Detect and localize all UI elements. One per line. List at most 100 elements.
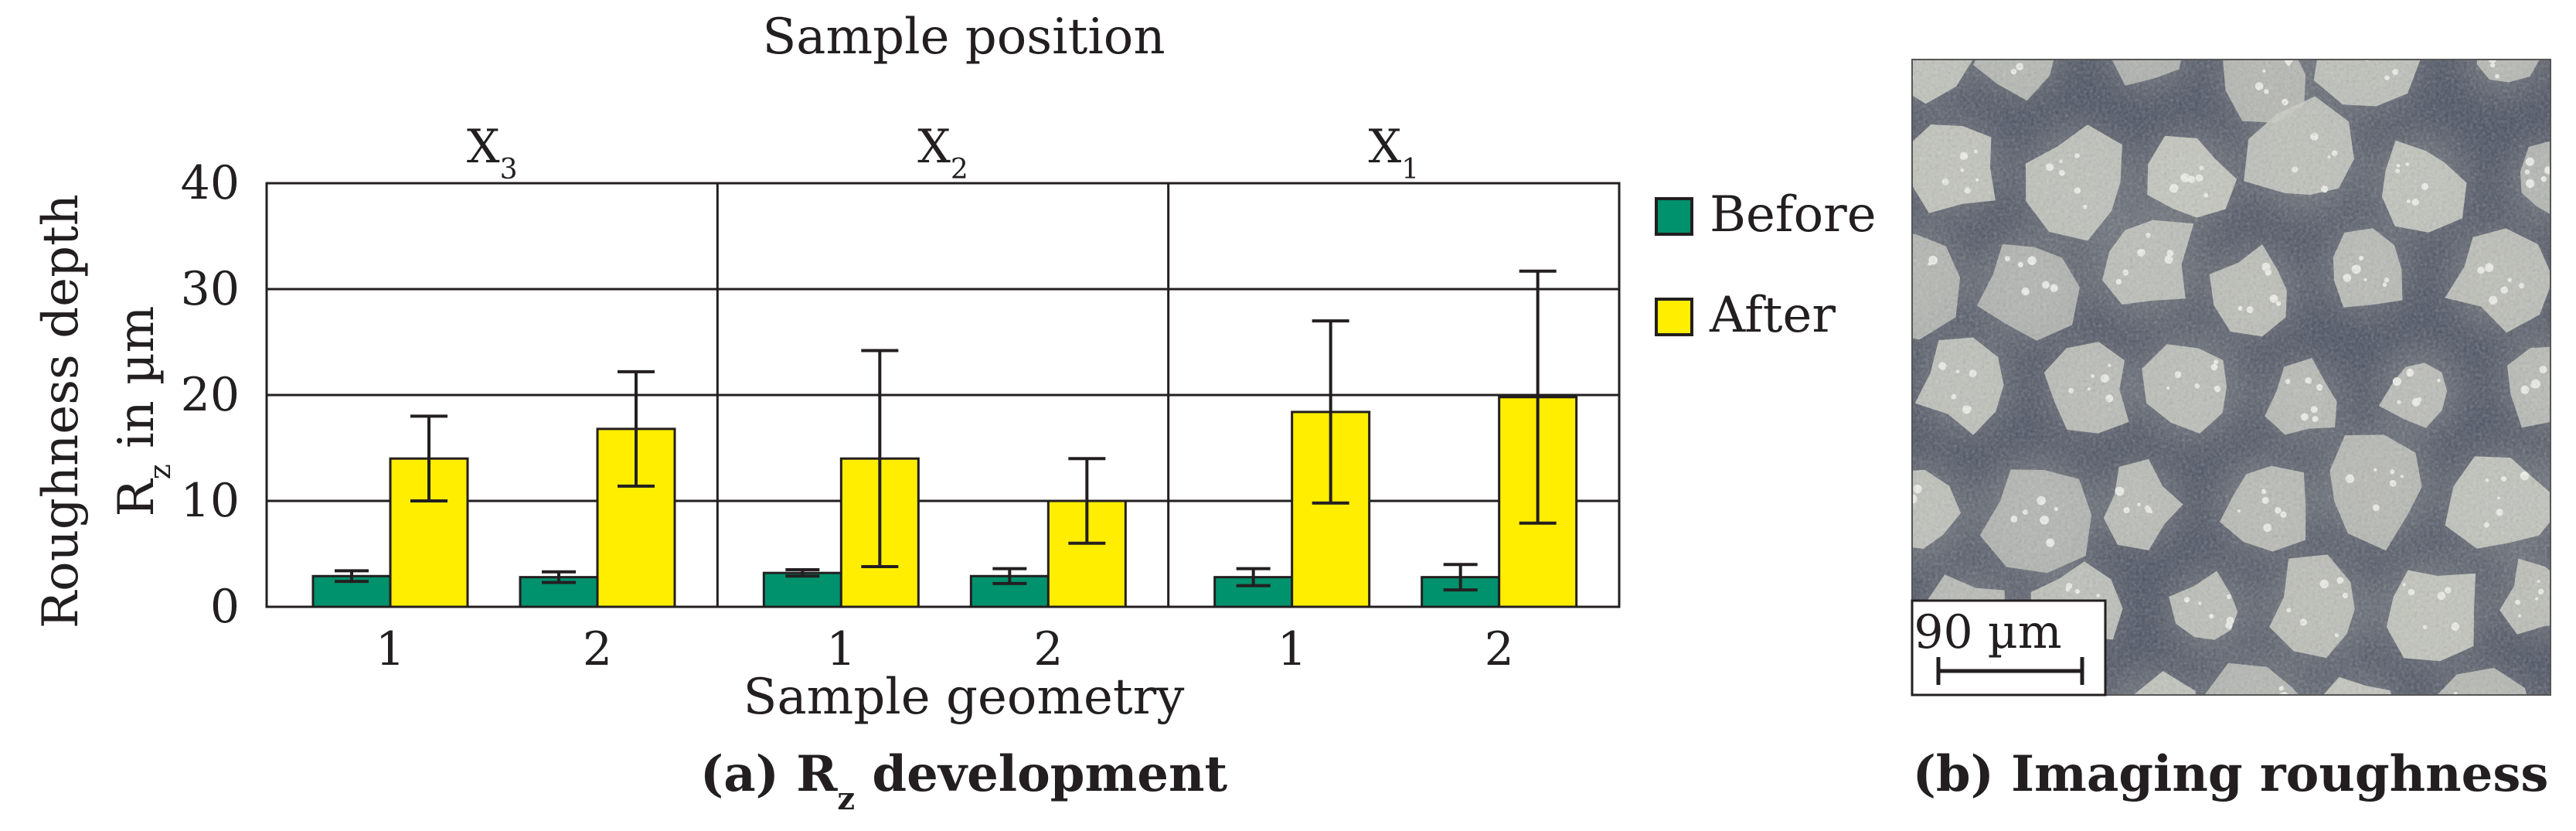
particle-highlight <box>1897 486 1901 491</box>
particle-highlight <box>1934 28 1940 34</box>
grid-lines <box>267 182 1619 502</box>
y-axis-ticks: 0 10 20 30 40 <box>181 156 240 634</box>
errorbar-before-5 <box>1236 567 1271 587</box>
errorbar-after-5 <box>1312 319 1349 505</box>
particle-highlight <box>1885 296 1889 300</box>
particle-35 <box>2550 441 2576 533</box>
particle-highlight <box>1908 46 1917 54</box>
particle-highlight <box>2357 51 2362 56</box>
errorbar-before-1 <box>335 569 369 584</box>
particle-highlight <box>2515 42 2521 48</box>
panel-label-x1: X1 <box>1369 120 1420 186</box>
particle-highlight <box>1992 34 1996 38</box>
panel-label-x3: X3 <box>467 120 518 186</box>
plot-border <box>265 182 1621 608</box>
particle-highlight <box>1928 43 1932 48</box>
scale-bar-box <box>1911 599 2107 696</box>
y-axis-label-line1: Roughness depth <box>32 194 90 628</box>
particle-highlight <box>2273 712 2278 717</box>
error-bars <box>335 269 1557 592</box>
particle-highlight <box>1904 717 1907 720</box>
particle-highlight <box>2351 711 2355 715</box>
particle-highlight <box>2350 726 2358 734</box>
caption-b: (b) Imaging roughness <box>1913 745 2549 803</box>
particle-highlight <box>1898 258 1904 264</box>
particle-highlight <box>2265 733 2271 738</box>
x-tick-3: 1 <box>826 622 856 676</box>
x-axis-label: Sample geometry <box>744 669 1185 726</box>
particle-highlight <box>2162 51 2166 56</box>
particle-highlight <box>2003 40 2008 46</box>
legend-label-after: After <box>1709 287 1836 344</box>
particle-highlight <box>1887 532 1894 539</box>
particle-highlight <box>2023 709 2028 714</box>
legend-swatch-after <box>1655 298 1693 336</box>
legend: Before After <box>1655 186 1877 344</box>
particle-highlight <box>2153 49 2159 54</box>
particle-highlight <box>2380 725 2388 733</box>
chart-top-title: Sample position <box>762 9 1165 66</box>
particle-highlight <box>2024 40 2032 48</box>
particle-highlight <box>2554 361 2561 368</box>
particle-highlight <box>2487 49 2496 57</box>
particle-highlight <box>2489 718 2493 723</box>
caption-a: (a) Rz development <box>700 745 1228 817</box>
particle-highlight <box>2368 714 2374 719</box>
bar-before-3 <box>762 571 842 608</box>
particle-highlight <box>2355 35 2361 41</box>
particle-highlight <box>2471 697 2479 705</box>
particle-highlight <box>2491 32 2499 41</box>
particle-highlight <box>1876 291 1880 295</box>
x-tick-5: 1 <box>1278 622 1307 676</box>
panel-label-x2: X2 <box>917 120 968 186</box>
particle-highlight <box>1990 698 1999 707</box>
micrograph-frame <box>1911 59 2551 696</box>
particle-highlight <box>1901 519 1908 526</box>
errorbar-after-3 <box>861 349 899 568</box>
errorbar-before-6 <box>1443 563 1478 592</box>
particle-highlight <box>1896 66 1904 74</box>
errorbar-after-4 <box>1068 457 1106 545</box>
errorbar-before-4 <box>992 567 1027 585</box>
particle-highlight <box>2556 608 2563 615</box>
errorbar-after-2 <box>618 370 655 488</box>
particle-highlight <box>1897 56 1901 60</box>
particle-highlight <box>2149 39 2155 45</box>
particle-highlight <box>2360 709 2367 716</box>
particle-highlight <box>1894 702 1901 708</box>
particle-highlight <box>1900 532 1903 535</box>
particle-highlight <box>2489 721 2494 727</box>
particle-highlight <box>1996 709 2004 717</box>
y-tick-40: 40 <box>181 156 240 210</box>
particle-highlight <box>2566 363 2570 366</box>
legend-label-before: Before <box>1710 186 1877 244</box>
particle-highlight <box>2168 48 2171 51</box>
particle-highlight <box>2166 715 2172 721</box>
x-axis-ticks: 1 2 1 2 1 2 <box>376 622 1514 676</box>
particle-highlight <box>2154 31 2160 37</box>
errorbar-before-3 <box>785 568 820 578</box>
errorbar-before-2 <box>542 570 576 584</box>
legend-swatch-before <box>1655 197 1693 236</box>
y-tick-10: 10 <box>181 474 240 528</box>
particle-highlight <box>2284 727 2289 733</box>
y-tick-20: 20 <box>181 368 240 422</box>
x-tick-6: 2 <box>1485 622 1514 676</box>
y-tick-30: 30 <box>181 262 240 316</box>
particle-highlight <box>2361 46 2368 53</box>
particle-21 <box>2571 235 2576 332</box>
scale-bar: 90 µm <box>1911 599 2107 696</box>
particle-highlight <box>2468 706 2476 714</box>
particle-highlight <box>2261 729 2265 732</box>
particle-highlight <box>2169 26 2175 32</box>
particle-highlight <box>1999 741 2003 744</box>
x-tick-2: 2 <box>583 622 612 676</box>
particle-highlight <box>2161 734 2167 740</box>
particle-highlight <box>1887 267 1894 275</box>
particle-highlight <box>2366 718 2373 725</box>
x-tick-1: 1 <box>376 622 405 676</box>
panel-labels: X3 X2 X1 <box>467 120 1419 186</box>
particle-highlight <box>1910 710 1915 715</box>
